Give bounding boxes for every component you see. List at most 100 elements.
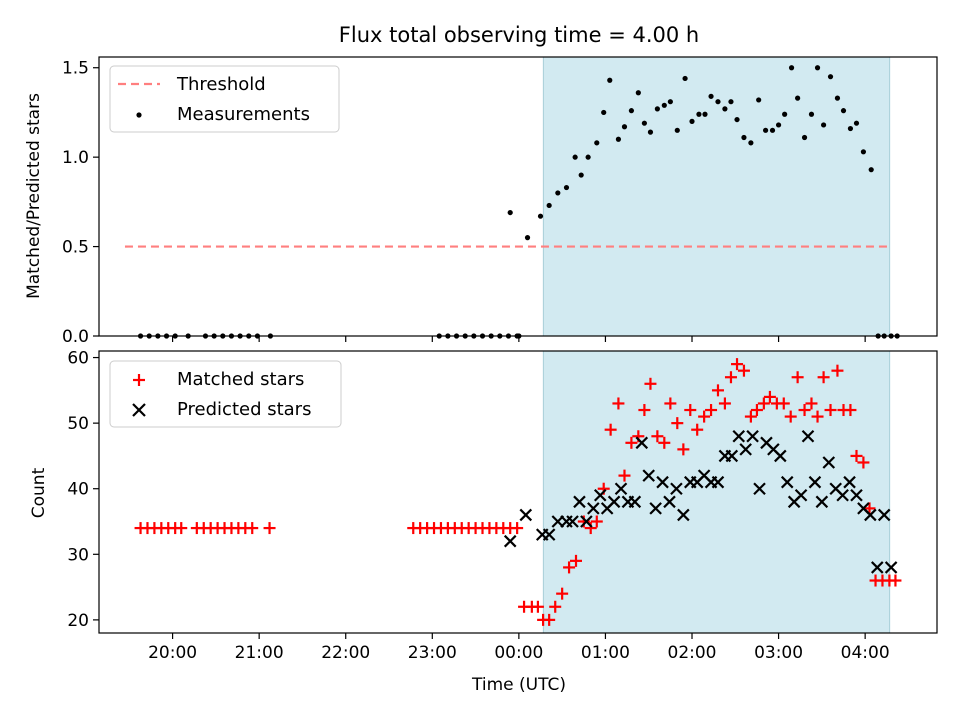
predicted-star-point [850,489,863,502]
bottom-axes-frame [98,350,938,634]
matched-star-point [831,364,844,377]
matched-star-point [511,522,524,535]
predicted-star-point [593,489,607,502]
matched-star-point [677,443,690,456]
top-y-axis-label: Matched/Predicted stars [24,93,44,299]
chart-title: Flux total observing time = 4.00 h [339,23,699,47]
bottom-x-ticks: 20:00 21:00 22:00 23:00 00:00 01:00 02:00 03:00… [148,633,890,663]
measurement-point [647,129,654,135]
measurement-point [860,149,867,155]
matched-star-point [584,522,597,535]
matched-star-point [757,397,770,410]
measurement-point [795,95,801,101]
matched-star-point [175,522,188,535]
measurement-point [507,209,513,216]
matched-star-point [777,397,790,410]
measurement-point [748,140,754,146]
predicted-star-point [503,534,517,548]
measurement-point [661,102,667,108]
predicted-star-point [870,561,884,574]
predicted-star-point [864,508,877,522]
measurement-point [762,127,769,133]
matched-star-point [549,600,562,613]
measurement-point [756,97,762,103]
matched-star-point [684,404,697,417]
y-tick-label: 30 [67,545,89,565]
predicted-star-point [822,456,836,469]
matched-star-point [612,397,625,410]
measurement-point [788,65,795,71]
measurement-point [840,108,847,114]
predicted-star-point [815,495,829,509]
matched-star-point [844,404,857,417]
measurement-point [601,109,607,116]
matched-star-point [817,371,830,384]
legend-threshold-label: Threshold [176,74,266,95]
matched-star-point [625,436,638,449]
predicted-star-point [614,482,628,495]
predicted-star-point [739,443,752,456]
matched-star-point [763,390,776,403]
measurement-point [769,127,776,133]
legend-measurements-label: Measurements [177,104,310,125]
legend-measurements-swatch [136,112,142,118]
measurement-point [607,77,613,83]
matched-star-point [744,410,757,423]
matched-star-point [711,384,724,397]
matched-star-point [563,561,576,574]
predicted-star-point [607,495,621,509]
measurement-point [615,136,622,142]
predicted-star-point [753,482,766,495]
matched-star-point [698,410,711,423]
measurement-point [814,65,821,71]
predicted-star-point [628,495,642,509]
matched-star-point [857,456,870,469]
matched-star-point [556,587,569,600]
matched-star-point [889,574,902,587]
measurement-point [834,95,841,101]
x-tick-label: 21:00 [235,643,284,663]
measurement-point [578,172,584,178]
bottom-y-ticks: 20 30 40 50 60 [67,349,99,631]
x-tick-label: 04:00 [841,643,890,663]
predicted-star-point [677,508,690,522]
matched-star-point [731,358,744,371]
y-tick-label: 1.0 [62,148,89,168]
measurement-point [708,93,714,99]
matched-star-point [664,397,677,410]
measurement-point [820,122,827,128]
predicted-star-point [580,515,593,528]
matched-star-point [824,404,837,417]
measurement-point [674,127,680,133]
measurement-point [702,111,708,117]
measurement-point [682,75,688,82]
matched-star-point [850,449,863,462]
legend-predicted-swatch [132,403,146,417]
legend-matched-label: Matched stars [177,369,304,390]
measurement-point [696,111,702,117]
matched-star-point [737,364,750,377]
measurement-point [689,118,695,124]
y-tick-label: 0.0 [62,327,89,347]
predicted-star-point [746,429,759,443]
matched-star-point [644,377,657,390]
measurement-point [654,106,660,112]
bottom-y-axis-label: Count [29,467,49,518]
predicted-star-point [663,495,676,509]
predicted-star-point [843,475,856,489]
matched-star-point [805,397,818,410]
legend-matched-swatch [133,374,145,386]
y-tick-label: 20 [67,611,89,631]
x-tick-label: 02:00 [668,643,717,663]
bottom-legend: Matched stars Predicted stars [109,360,342,428]
top-panel: Flux total observing time = 4.00 h 0.00.… [24,23,938,347]
measurement-point [546,202,552,209]
x-tick-label: 23:00 [408,643,457,663]
matched-star-point [811,410,824,423]
x-tick-label: 03:00 [754,643,803,663]
matched-star-point [691,423,704,436]
y-tick-label: 1.5 [62,59,89,79]
measurement-point [594,140,600,146]
predicted-star-point [808,475,822,489]
matched-star-point [798,404,811,417]
